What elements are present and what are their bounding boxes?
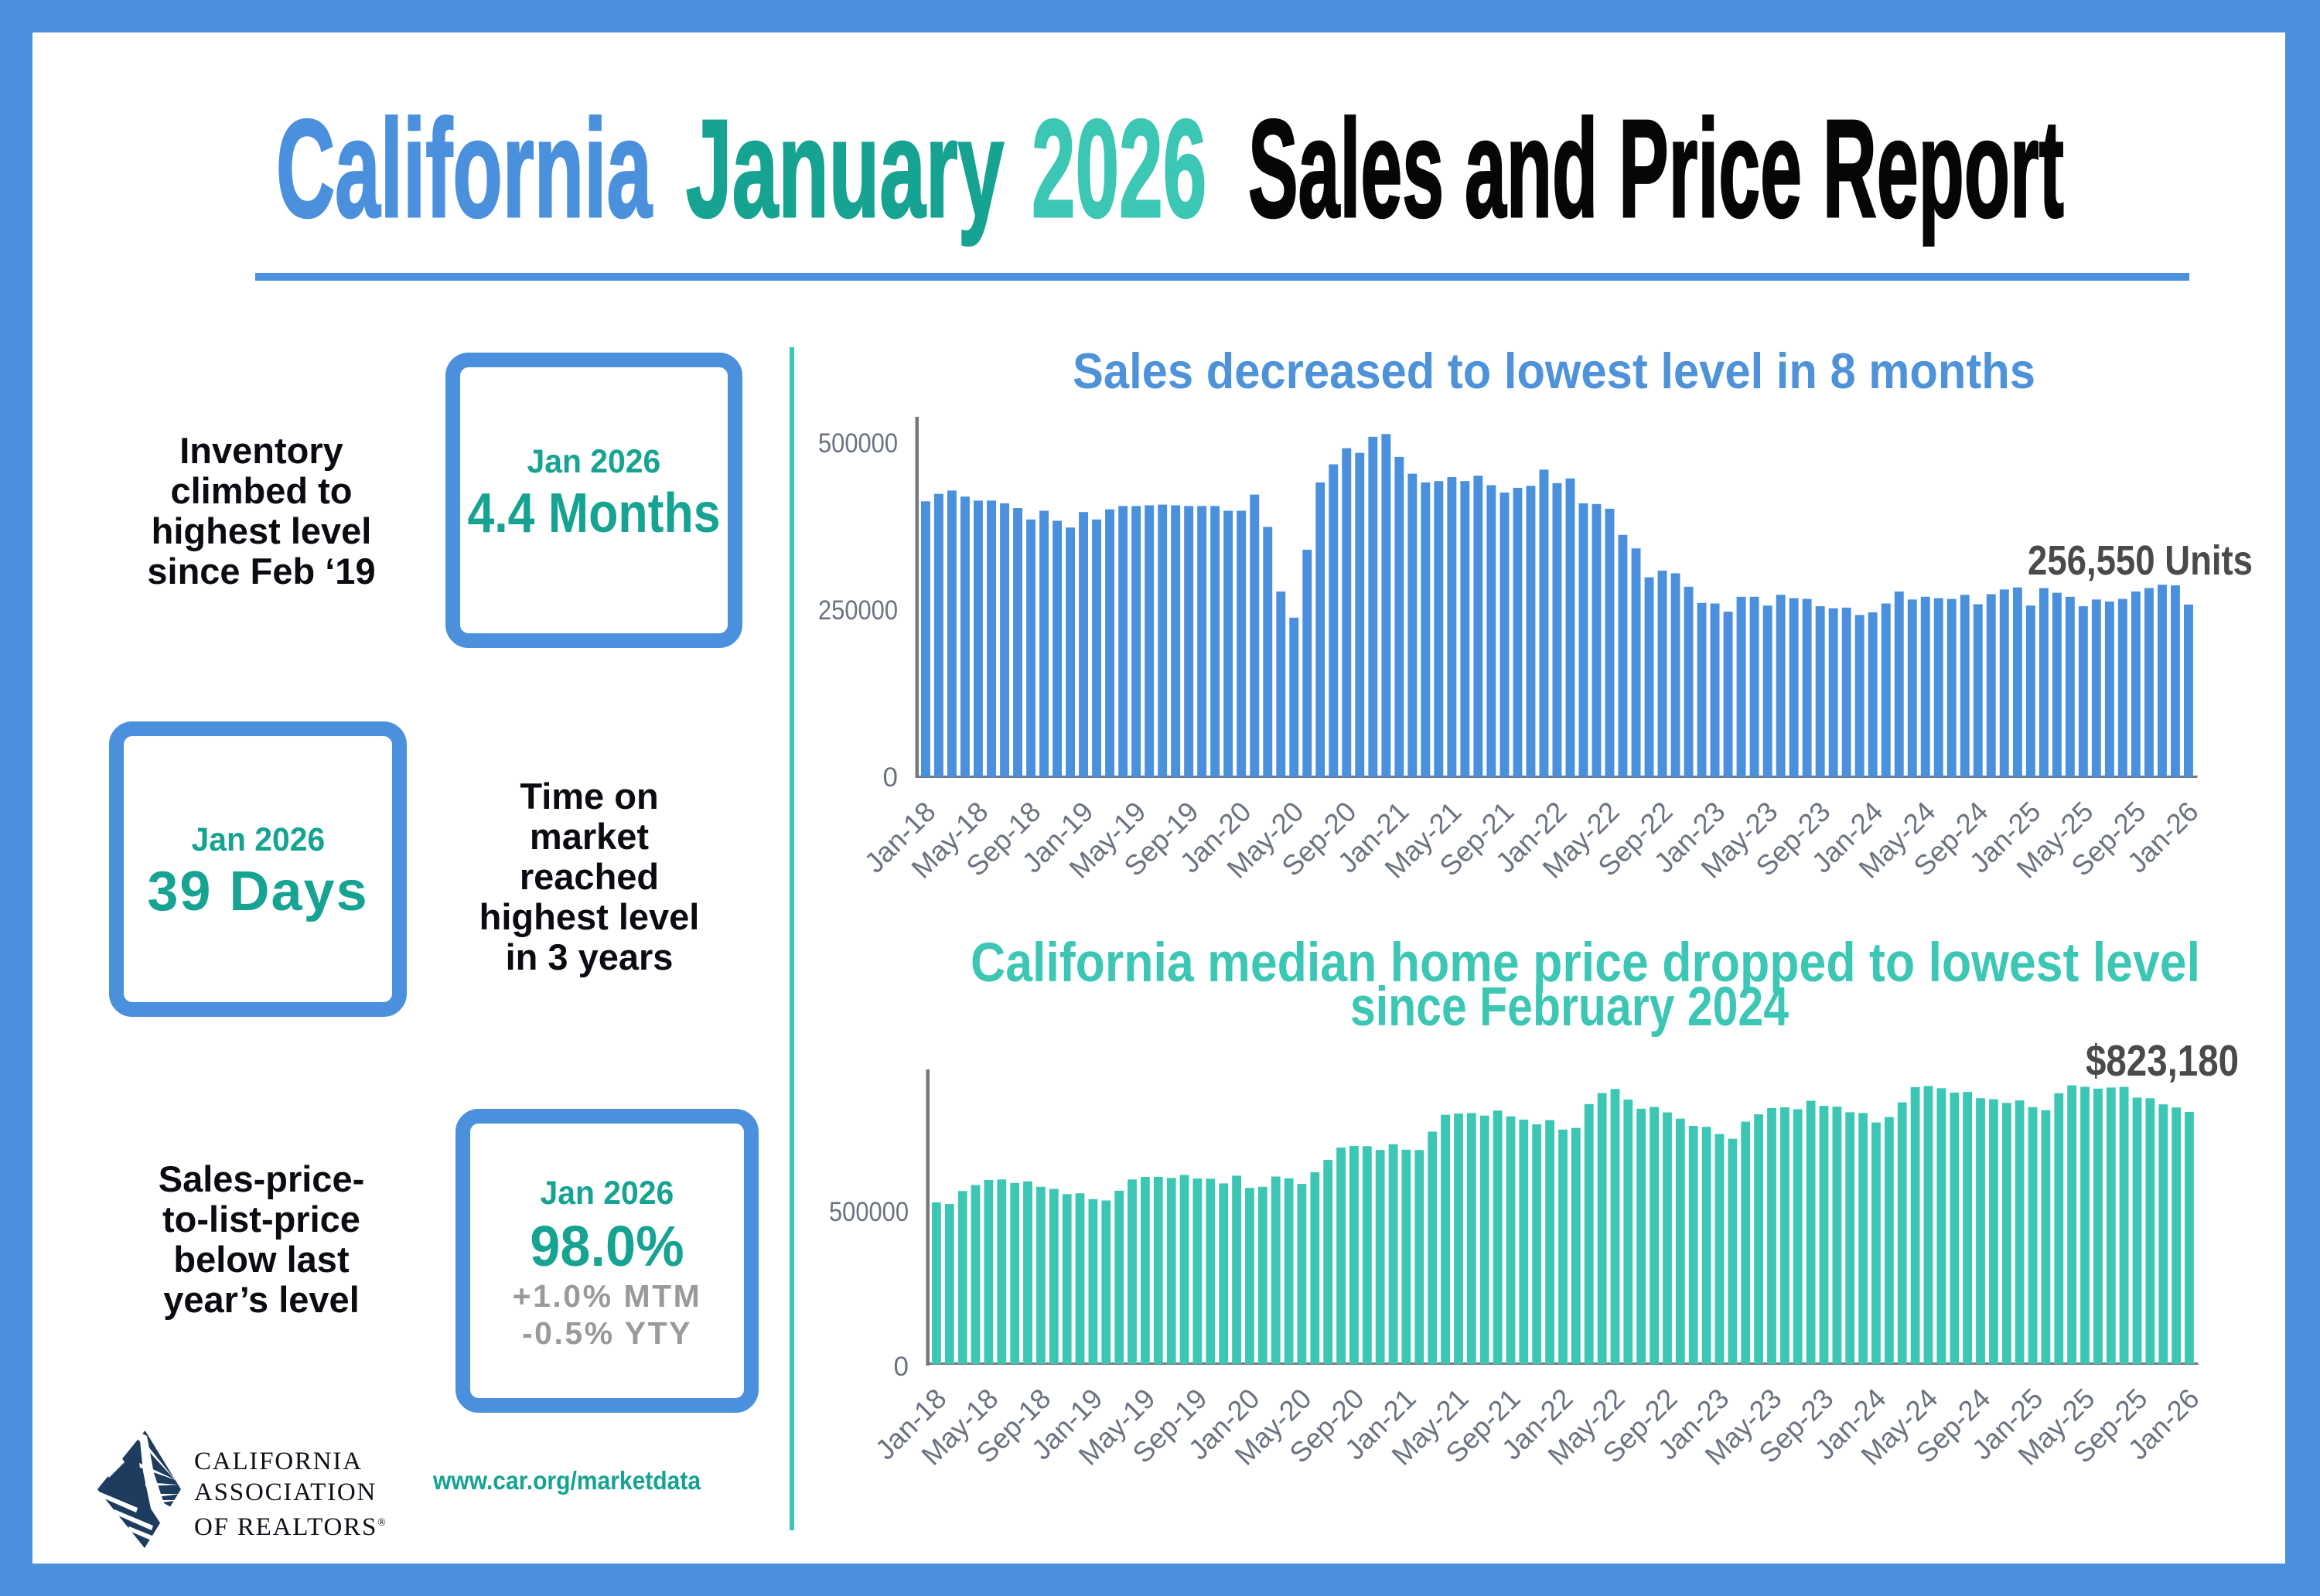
svg-text:California median home price d: California median home price dropped to … (971, 933, 2200, 994)
svg-text:256,550 Units: 256,550 Units (2028, 537, 2253, 584)
svg-text:Sales decreased to lowest leve: Sales decreased to lowest level in 8 mon… (1073, 343, 2035, 399)
svg-text:0: 0 (883, 762, 898, 793)
svg-text:500000: 500000 (818, 428, 898, 459)
svg-text:0: 0 (894, 1352, 909, 1382)
svg-text:250000: 250000 (818, 595, 898, 626)
svg-text:since February 2024: since February 2024 (1350, 977, 1789, 1038)
svg-text:$823,180: $823,180 (2086, 1036, 2239, 1086)
svg-text:500000: 500000 (829, 1197, 909, 1227)
